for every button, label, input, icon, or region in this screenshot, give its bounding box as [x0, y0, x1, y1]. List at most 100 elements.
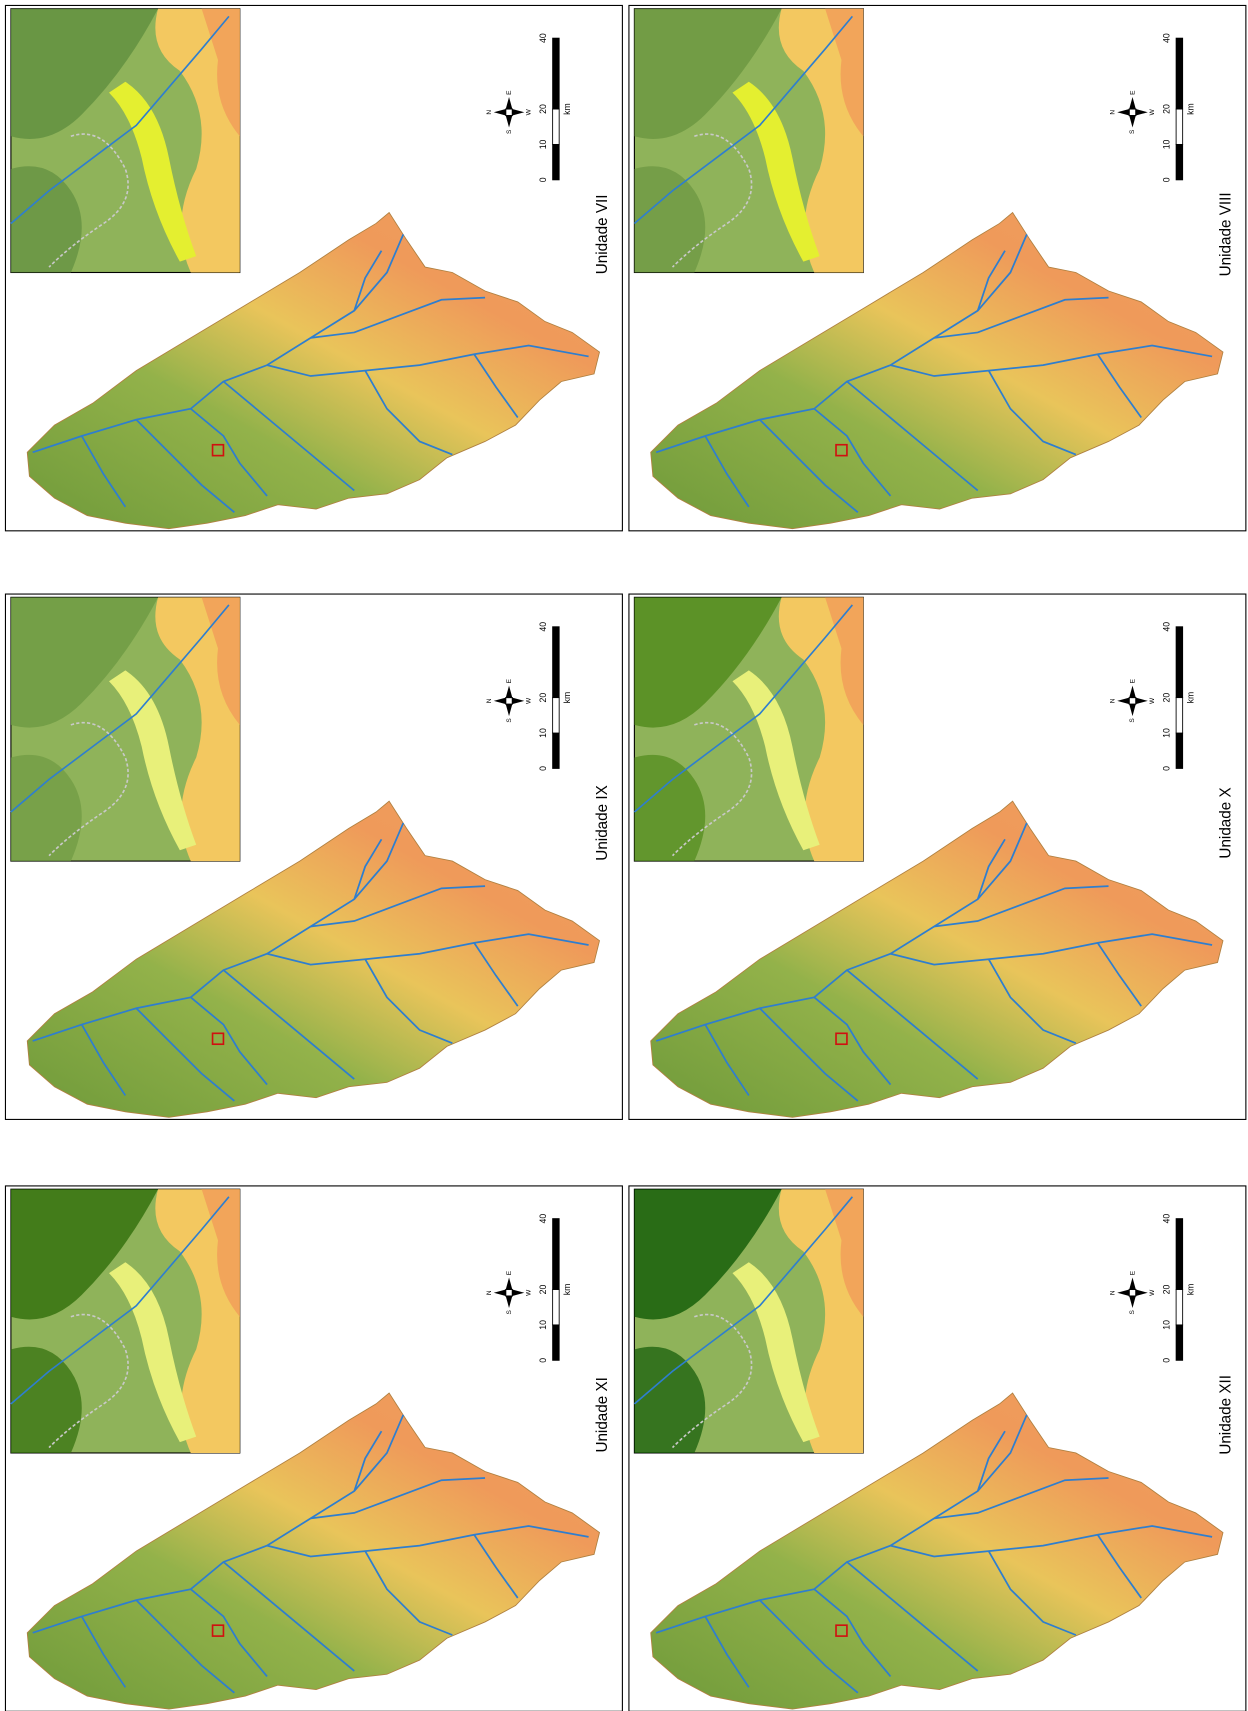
- scale-segment: [552, 108, 560, 145]
- inset-river: [633, 1196, 854, 1405]
- compass: N E S W: [486, 90, 532, 134]
- river: [353, 250, 383, 311]
- scale-tick-label: 20: [1162, 104, 1172, 114]
- panel-title: Unidade XII: [1217, 1375, 1234, 1455]
- compass-label: N: [1110, 110, 1117, 115]
- panel-title: Unidade VIII: [1217, 192, 1234, 276]
- scale-tick-label: 40: [538, 622, 548, 632]
- panel-title: Unidade X: [1217, 787, 1234, 858]
- inset-zone: [10, 1346, 82, 1453]
- scale-segment: [1175, 1218, 1184, 1290]
- inset-river: [633, 604, 854, 813]
- inset-zone: [201, 1189, 240, 1317]
- inset-road: [671, 133, 753, 268]
- panel-frame: [4, 4, 623, 532]
- river: [135, 1007, 235, 1102]
- river: [704, 435, 750, 508]
- basin: [26, 211, 600, 530]
- scale-unit: km: [562, 103, 572, 115]
- compass: N E S W: [486, 678, 532, 722]
- scale-tick-label: 10: [538, 1320, 548, 1330]
- river: [759, 1599, 859, 1694]
- scale-tick-label: 0: [1162, 177, 1172, 182]
- scale-tick-label: 0: [1162, 766, 1172, 771]
- scale-tick-label: 40: [1162, 622, 1172, 632]
- scale-tick-label: 40: [1162, 33, 1172, 43]
- river: [473, 353, 519, 418]
- compass-center: [505, 697, 513, 705]
- inset-zone: [634, 1346, 706, 1453]
- river: [135, 419, 235, 513]
- inset-zone: [634, 754, 706, 862]
- compass-label: S: [1129, 129, 1136, 134]
- compass: N E S W: [1110, 1270, 1156, 1314]
- river: [987, 1550, 1077, 1636]
- compass-label: E: [506, 678, 513, 683]
- compass-label: W: [525, 108, 532, 115]
- scale-tick-label: 0: [538, 1358, 548, 1363]
- inset-zone: [732, 81, 820, 262]
- inset-zone: [10, 1189, 159, 1320]
- study-area-marker: [211, 1624, 225, 1637]
- scale-tick-label: 10: [538, 139, 548, 149]
- river: [353, 838, 383, 900]
- scale-segment: [1175, 1324, 1184, 1361]
- basin: [650, 1392, 1224, 1710]
- scale-tick-label: 0: [1162, 1358, 1172, 1363]
- basin: [650, 800, 1224, 1118]
- river: [934, 1477, 1109, 1520]
- scale-segment: [1175, 697, 1184, 734]
- inset-zone: [109, 1262, 197, 1443]
- river: [1096, 1534, 1142, 1599]
- compass-label: E: [506, 1270, 513, 1275]
- river: [759, 419, 859, 513]
- compass-label: E: [1129, 90, 1136, 95]
- scale-tick-label: 0: [538, 177, 548, 182]
- scale-segment: [1175, 143, 1184, 181]
- scale-tick-label: 20: [538, 104, 548, 114]
- river: [80, 435, 127, 508]
- river: [222, 380, 355, 492]
- scale-tick-label: 20: [1162, 693, 1172, 703]
- river: [704, 1616, 750, 1688]
- scale-tick-label: 20: [1162, 1284, 1172, 1294]
- river: [353, 1430, 383, 1492]
- compass: N E S W: [486, 1270, 532, 1314]
- inset-road: [48, 721, 129, 857]
- compass-label: W: [525, 1289, 532, 1296]
- scale-tick-label: 10: [1162, 1320, 1172, 1330]
- compass-label: W: [1149, 1289, 1156, 1296]
- compass-center: [505, 1288, 513, 1297]
- river: [266, 1525, 589, 1558]
- inset-map: [633, 1188, 864, 1454]
- inset-zone: [109, 81, 197, 262]
- river: [266, 933, 589, 966]
- inset-zone: [201, 8, 240, 137]
- scale-unit: km: [1186, 103, 1196, 115]
- scale-segment: [552, 626, 560, 699]
- river: [987, 958, 1077, 1044]
- map-panel: N E S W 0 10 20 40 km Unidade XI: [4, 1185, 623, 1711]
- river: [976, 1430, 1006, 1492]
- river: [364, 1550, 453, 1636]
- study-area-marker: [211, 443, 225, 457]
- inset-river: [10, 1196, 230, 1405]
- compass-center: [1128, 108, 1137, 117]
- scale-segment: [1175, 732, 1184, 769]
- study-area-marker: [835, 1624, 848, 1637]
- map-panel: N E S W 0 10 20 40 km Unidade XII: [628, 1185, 1247, 1711]
- scale-tick-label: 10: [1162, 139, 1172, 149]
- scale-segment: [552, 143, 560, 181]
- compass: N E S W: [1110, 678, 1156, 722]
- river: [190, 996, 268, 1086]
- river: [364, 958, 453, 1044]
- compass-label: S: [506, 718, 513, 723]
- compass-label: W: [1149, 697, 1156, 704]
- panel-title: Unidade VII: [594, 194, 611, 274]
- panel-frame: [4, 1185, 623, 1711]
- inset-zone: [10, 166, 82, 273]
- river: [934, 296, 1109, 339]
- river: [846, 380, 979, 492]
- scale-tick-label: 40: [538, 1214, 548, 1224]
